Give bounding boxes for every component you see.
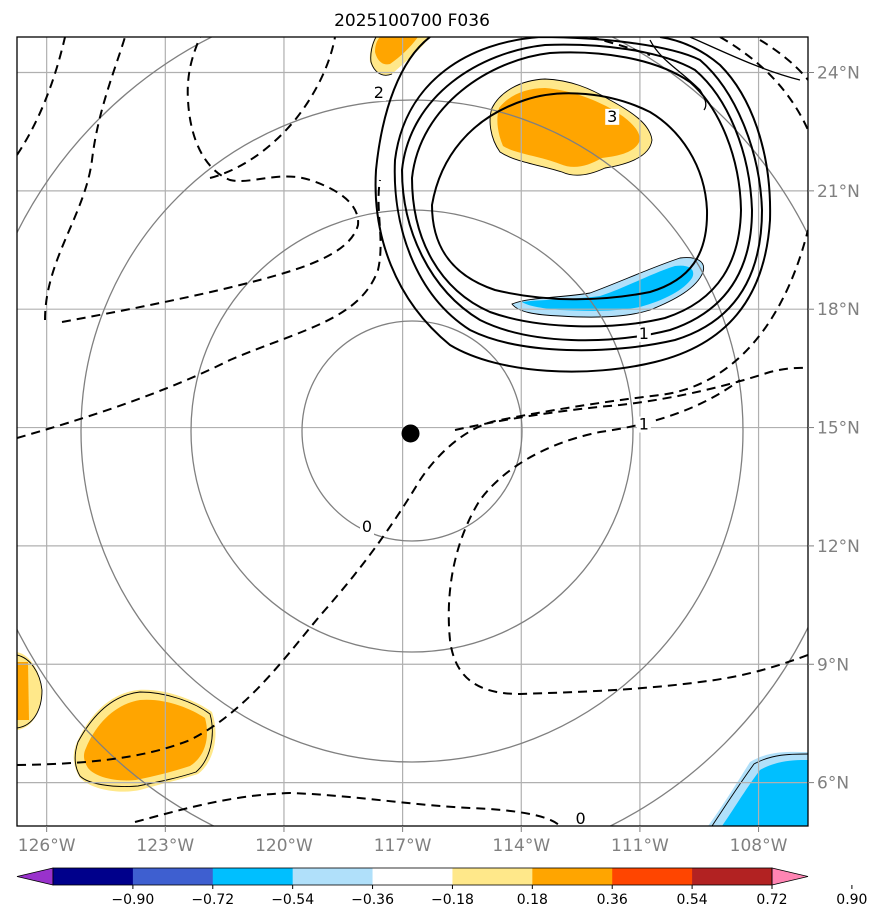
- y-tick-label: 15°N: [817, 419, 860, 439]
- colorbar-tick-label: −0.36: [351, 892, 394, 908]
- colorbar-segment: [372, 868, 453, 885]
- shade-positive-north-core: [497, 88, 640, 167]
- colorbar-extend-low: [16, 867, 54, 886]
- dashed-contour-nw-b: [44, 37, 126, 321]
- solid-contour-1: [374, 37, 772, 373]
- colorbar-segment: [612, 868, 693, 885]
- plot-area: 2 3 1 1 0 0: [17, 37, 808, 828]
- shade-positive-west-edge-core: [17, 662, 29, 720]
- colorbar-tick-label: 0.90: [836, 892, 867, 908]
- x-tick-label: 117°W: [374, 836, 432, 856]
- dashed-contour-ne-c: [589, 37, 651, 56]
- dashed-contour-2: [209, 37, 336, 179]
- shade-positive-top-core: [375, 37, 418, 65]
- dashed-contour-loop: [61, 37, 360, 323]
- solid-contours: [374, 37, 801, 373]
- x-tick-label: 114°W: [492, 836, 550, 856]
- colorbar-tick-label: 0.54: [677, 892, 708, 908]
- colorbar-tick-label: −0.18: [431, 892, 474, 908]
- colorbar-tick-label: −0.54: [271, 892, 314, 908]
- outline-positive-west: [17, 654, 43, 729]
- colorbar-tick-label: −0.72: [191, 892, 234, 908]
- contour-label-bg: [605, 108, 620, 125]
- contour-labels: 2 3 1 1 0 0: [360, 83, 651, 828]
- contour-label: 1: [639, 415, 649, 434]
- dashed-contour-south: [134, 791, 561, 826]
- chart-title: 2025100700 F036: [334, 11, 490, 31]
- solid-contour-2: [393, 37, 764, 352]
- colorbar-segment: [132, 868, 214, 885]
- dashed-contour-east-loop: [447, 379, 808, 696]
- colorbar-tick-label: −0.90: [111, 892, 154, 908]
- storm-center-marker: [401, 424, 420, 443]
- dashed-contour-nw-a: [17, 37, 66, 156]
- y-axis-ticks: 6°N 9°N 12°N 15°N 18°N 21°N 24°N: [808, 64, 860, 794]
- y-tick-label: 12°N: [817, 537, 860, 557]
- dashed-contour-ne-b: [759, 39, 808, 81]
- colorbar-tick-label: 0.36: [597, 892, 628, 908]
- contour-label: 1: [639, 324, 649, 343]
- dashed-contour-west-mid: [17, 179, 382, 439]
- colorbar-segment: [212, 868, 294, 885]
- x-tick-label: 108°W: [730, 836, 788, 856]
- x-tick-label: 126°W: [18, 836, 76, 856]
- y-tick-label: 24°N: [817, 64, 860, 84]
- colorbar-segment: [452, 868, 533, 885]
- solid-contour-coast-2: [689, 37, 801, 81]
- range-ring-1: [301, 320, 523, 542]
- contour-label-bg: [573, 811, 588, 826]
- y-tick-label: 18°N: [817, 300, 860, 320]
- dashed-contour-0: [17, 229, 808, 766]
- contour-label-bg: [636, 325, 651, 342]
- x-tick-label: 120°W: [255, 836, 313, 856]
- contour-label-bg: [636, 416, 651, 433]
- outline-negative-southeast: [711, 753, 808, 826]
- range-rings: [17, 37, 808, 826]
- y-tick-label: 9°N: [817, 655, 849, 675]
- solid-contour-3: [400, 43, 754, 342]
- colorbar-segment: [532, 868, 613, 885]
- shade-positive-southwest-core: [83, 699, 208, 781]
- colorbar-frame: [52, 867, 773, 886]
- contour-label: 0: [575, 809, 585, 828]
- colorbar-extend-high: [771, 867, 809, 886]
- plot-frame: [16, 36, 809, 827]
- range-ring-2: [190, 209, 634, 653]
- outline-positive-southwest: [74, 691, 213, 787]
- outline-positive-top: [370, 37, 393, 76]
- contour-label-bg: [360, 519, 375, 536]
- colorbar: −0.90 −0.72 −0.54 −0.36 −0.18 0.18 0.36 0.54 0.7…: [16, 867, 867, 908]
- solid-contour-coast-1: [649, 39, 707, 111]
- colorbar-segment: [292, 868, 374, 885]
- contour-label: 2: [374, 83, 384, 102]
- colorbar-tick-label: 0.72: [756, 892, 787, 908]
- dashed-contour-1-east: [454, 366, 808, 431]
- contour-label: 0: [362, 517, 372, 536]
- dashed-contour-ne-a: [719, 37, 808, 131]
- shade-negative-southeast-core: [722, 760, 808, 826]
- x-tick-label: 123°W: [136, 836, 194, 856]
- colorbar-segment: [692, 868, 773, 885]
- dashed-contours: [17, 37, 808, 826]
- y-tick-label: 6°N: [817, 774, 849, 794]
- solid-contour-4: [410, 51, 743, 328]
- contour-label: 3: [607, 107, 617, 126]
- contour-label-bg: [371, 85, 386, 102]
- range-ring-3: [80, 99, 744, 763]
- colorbar-tick-label: 0.18: [517, 892, 548, 908]
- y-tick-label: 21°N: [817, 182, 860, 202]
- x-axis-ticks: 126°W 123°W 120°W 117°W 114°W 111°W 108°W: [18, 826, 788, 856]
- x-tick-label: 111°W: [611, 836, 669, 856]
- solid-contour-5: [430, 92, 709, 301]
- colorbar-segment: [53, 868, 134, 885]
